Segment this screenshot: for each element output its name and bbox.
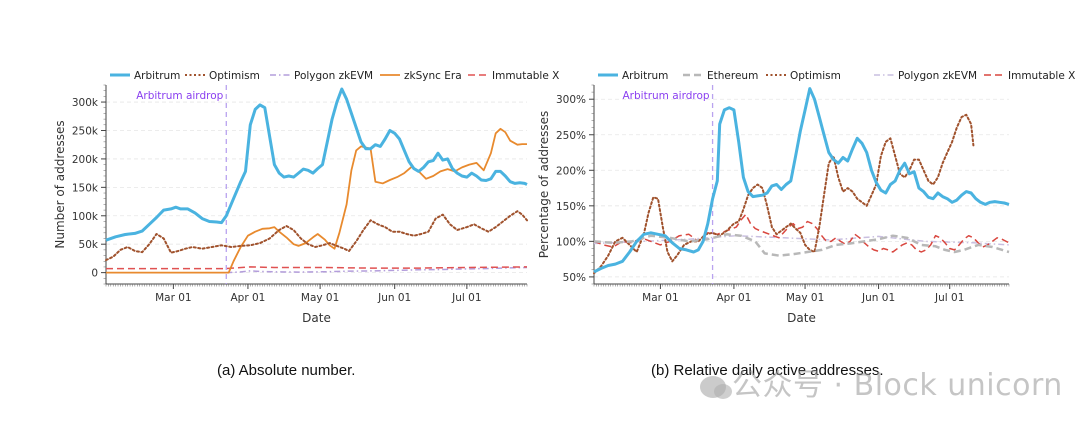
chart-b: Mar 01 Apr 01 May 01 Jun 01 Jul 01 50% 100% 150… [537,70,1075,325]
x-tick-label: Mar 01 [642,292,679,304]
legend: Arbitrum Optimism Polygon zkEVM zkSync Era I… [110,70,559,82]
airdrop-annotation: Arbitrum airdrop [623,90,710,102]
legend-label: Optimism [790,70,841,82]
x-tick-label: Mar 01 [155,292,192,304]
y-tick-label: 50% [563,272,586,284]
series-line-optimism [593,113,975,275]
y-axis-label: Number of addresses [53,120,67,248]
y-tick-label: 250% [556,130,586,142]
series-line-ethereum [593,233,1010,257]
caption-a: (a) Absolute number. [217,362,356,379]
y-tick-label: 200% [556,165,586,177]
y-tick-label: 250k [72,125,99,137]
y-axis-label: Percentage of addresses [537,111,551,258]
x-tick-label: Apr 01 [230,292,265,304]
watermark: 公众号 · Block unicorn [700,360,1063,404]
legend: Arbitrum Ethereum Optimism Polygon zkEVM Imm… [598,70,1075,82]
legend-label: zkSync Era [404,70,462,82]
y-tick-label: 100k [72,211,99,223]
y-tick-label: 0 [91,268,98,280]
legend-label: Optimism [209,70,260,82]
legend-label: Immutable X [492,70,559,82]
series-line-optimism [105,210,528,262]
y-tick-label: 200k [72,154,99,166]
y-tick-label: 150k [72,182,99,194]
chart-a: Mar 01 Apr 01 May 01 Jun 01 Jul 01 0 50k 100k 15… [53,70,559,325]
x-tick-label: Jul 01 [451,292,481,304]
plot-area [594,85,1009,284]
legend-label: Immutable X [1008,70,1075,82]
x-tick-label: Jun 01 [861,292,895,304]
x-tick-label: Jun 01 [377,292,411,304]
y-tick-label: 300k [72,97,99,109]
x-tick-label: May 01 [301,292,339,304]
series-line-arbitrum [593,87,1010,274]
series-line-polygon-zkevm [226,266,528,274]
x-tick-label: Apr 01 [716,292,751,304]
x-tick-label: May 01 [786,292,824,304]
series-line-arbitrum [105,87,528,242]
y-tick-label: 150% [556,201,586,213]
y-tick-label: 100% [556,236,586,248]
y-tick-label: 50k [79,239,99,251]
airdrop-annotation: Arbitrum airdrop [136,90,223,102]
legend-label: Arbitrum [134,70,180,82]
legend-label: Arbitrum [622,70,668,82]
x-axis-label: Date [302,311,331,325]
series-line-immutable-x [106,266,528,270]
watermark-text: 公众号 · Block unicorn [732,368,1063,403]
legend-label: Polygon zkEVM [294,70,373,82]
series-line-immutable-x [593,213,1010,253]
legend-label: Polygon zkEVM [898,70,977,82]
y-tick-label: 300% [556,94,586,106]
wechat-icon [700,375,732,399]
caption-b: (b) Relative daily active addresses. [651,362,884,379]
x-axis-label: Date [787,311,816,325]
plot-area [106,85,527,284]
x-tick-label: Jul 01 [934,292,964,304]
legend-label: Ethereum [707,70,758,82]
